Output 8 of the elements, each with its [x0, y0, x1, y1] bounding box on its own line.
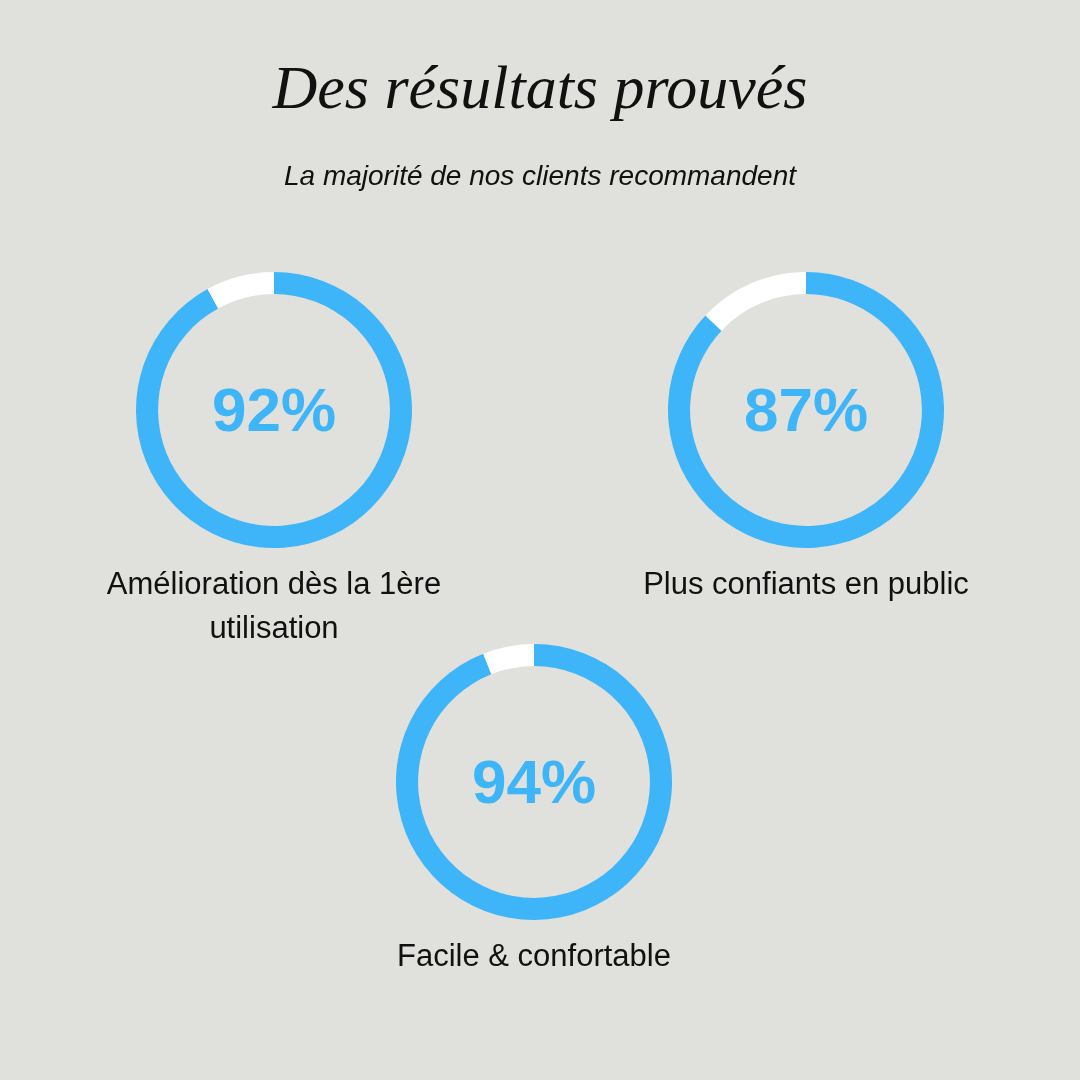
text: Facile & confortable	[396, 937, 672, 975]
text: La majorité de nos clients recommandent	[282, 160, 798, 192]
text: Plus confiants en public	[642, 565, 970, 603]
data-label: 92%	[211, 375, 337, 445]
data-label: 87%	[743, 375, 869, 445]
text: Amélioration dès la 1ère utilisation	[105, 565, 443, 647]
data-label: 94%	[471, 747, 597, 817]
text: Des résultats prouvés	[271, 52, 809, 123]
